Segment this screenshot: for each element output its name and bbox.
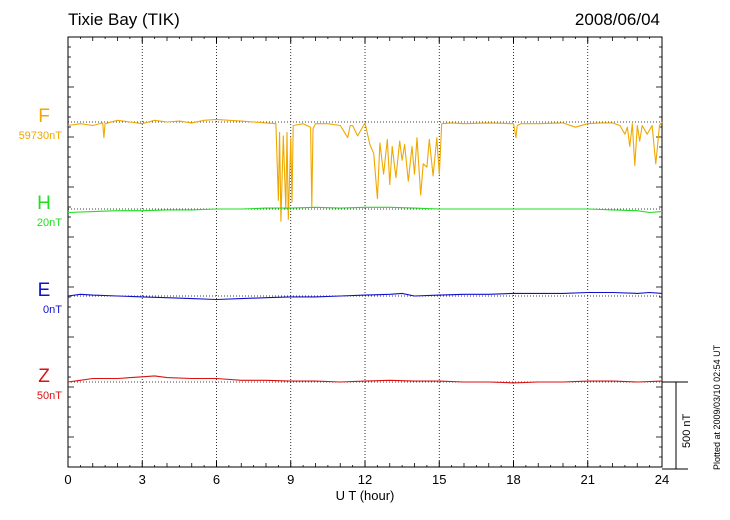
scale-bar bbox=[662, 381, 688, 470]
x-tick-label: 3 bbox=[139, 472, 146, 487]
x-tick-label: 12 bbox=[358, 472, 372, 487]
series-name-e: E bbox=[38, 280, 51, 301]
x-tick-label: 18 bbox=[506, 472, 520, 487]
grid-layer bbox=[68, 37, 662, 467]
x-tick-label: 21 bbox=[581, 472, 595, 487]
x-tick-label: 6 bbox=[213, 472, 220, 487]
tick-layer: 0 3 6 9 12 15 18 21 24 bbox=[64, 37, 669, 487]
x-tick-label: 15 bbox=[432, 472, 446, 487]
series-baseline-f: 59730nT bbox=[19, 130, 63, 142]
series-baseline-e: 0nT bbox=[43, 304, 62, 316]
plotted-at-note: Plotted at 2009/03/10 02:54 UT bbox=[712, 344, 722, 470]
series-baseline-h: 20nT bbox=[37, 217, 62, 229]
plot-frame bbox=[67, 36, 663, 468]
series-line-z bbox=[67, 375, 663, 384]
series-name-z: Z bbox=[38, 366, 50, 387]
plot-date: 2008/06/04 bbox=[574, 10, 660, 29]
x-tick-label: 9 bbox=[287, 472, 294, 487]
series-name-h: H bbox=[37, 193, 51, 214]
series-line-e bbox=[67, 291, 663, 301]
series-line-f bbox=[67, 118, 663, 222]
series-label-layer: F 59730nT H 20nT E 0nT Z 50nT bbox=[19, 106, 63, 402]
series-baseline-z: 50nT bbox=[37, 390, 62, 402]
x-tick-label: 0 bbox=[64, 472, 71, 487]
station-title: Tixie Bay (TIK) bbox=[68, 10, 180, 29]
series-name-f: F bbox=[38, 106, 50, 127]
x-tick-label: 24 bbox=[655, 472, 669, 487]
scale-bar-label: 500 nT bbox=[681, 413, 693, 448]
x-axis-label: U T (hour) bbox=[335, 488, 395, 503]
series-layer bbox=[67, 118, 663, 384]
series-line-h bbox=[67, 206, 663, 214]
